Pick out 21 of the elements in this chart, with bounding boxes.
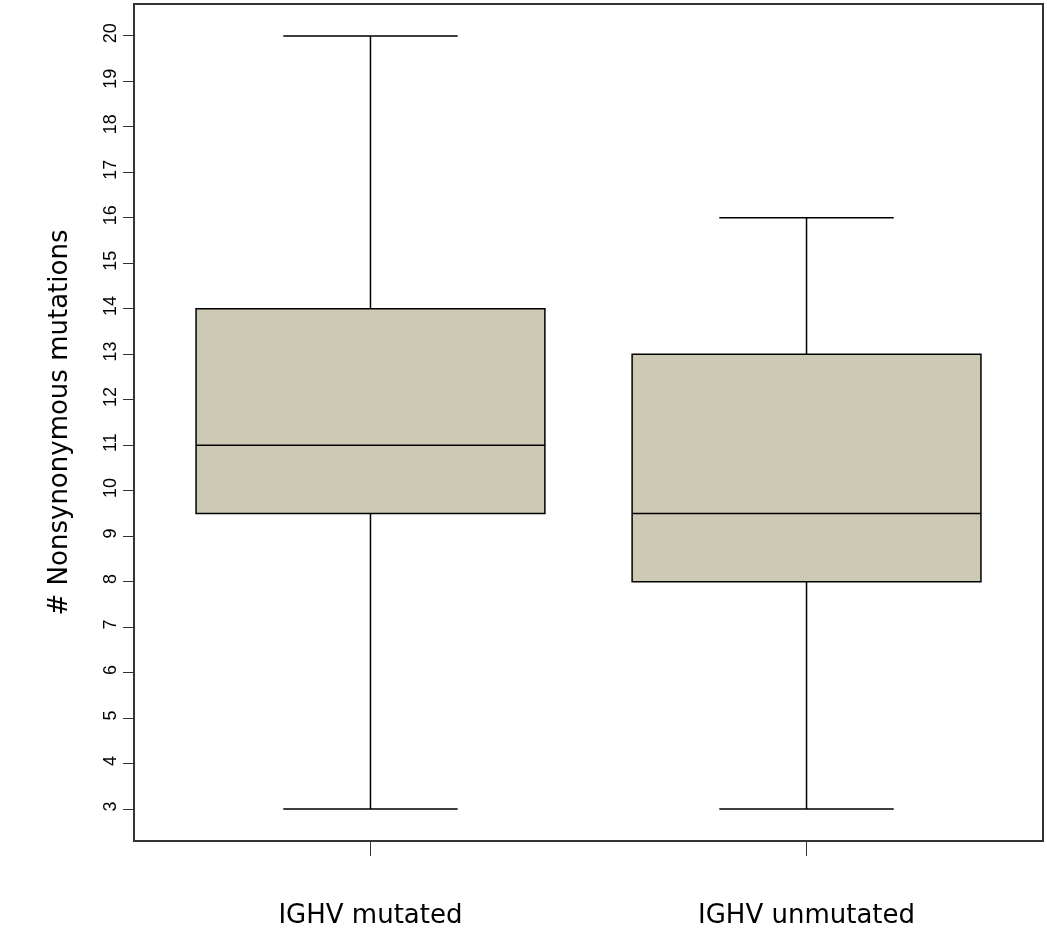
y-tick-label: 16 [100,205,121,226]
y-tick-label: 14 [100,296,121,317]
y-tick-label: 3 [100,801,121,812]
y-tick-label: 15 [100,250,121,271]
y-tick-label: 13 [100,341,121,362]
y-tick-label: 18 [100,114,121,135]
y-tick-label: 6 [100,664,121,675]
y-tick-label: 7 [100,619,121,630]
y-tick-label: 10 [100,478,121,499]
y-tick-label: 5 [100,710,121,721]
y-tick-label: 11 [100,433,121,452]
x-tick-label: IGHV mutated [278,898,463,929]
y-axis-title: # Nonsynonymous mutations [42,229,73,616]
y-tick-label: 4 [100,755,121,766]
y-tick-label: 20 [100,23,121,44]
y-tick-label: 9 [100,528,121,539]
y-tick-label: 19 [100,68,121,89]
y-tick-label: 17 [100,159,121,180]
y-tick-label: 12 [100,387,121,408]
x-tick-label: IGHV unmutated [698,898,916,929]
y-tick-label: 8 [100,573,121,584]
